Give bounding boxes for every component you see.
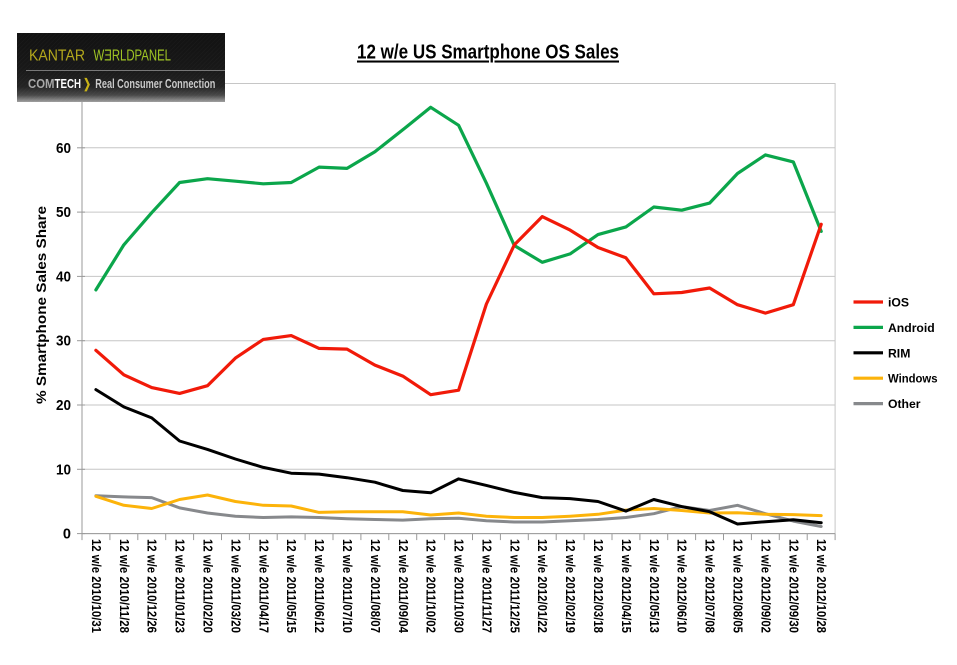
svg-text:WƎRLDPANEL: WƎRLDPANEL — [94, 48, 172, 65]
svg-text:50: 50 — [56, 205, 71, 221]
svg-text:12 w/e 2012/02/19: 12 w/e 2012/02/19 — [563, 539, 578, 633]
svg-text:30: 30 — [56, 334, 71, 350]
svg-text:TECH: TECH — [55, 77, 82, 91]
svg-text:Real Consumer Connection: Real Consumer Connection — [95, 77, 215, 91]
svg-text:12 w/e 2011/09/04: 12 w/e 2011/09/04 — [396, 539, 411, 634]
svg-text:12 w/e 2012/03/18: 12 w/e 2012/03/18 — [591, 539, 606, 633]
svg-text:12 w/e 2012/01/22: 12 w/e 2012/01/22 — [535, 539, 550, 633]
svg-text:12 w/e 2011/05/15: 12 w/e 2011/05/15 — [284, 539, 299, 633]
svg-text:iOS: iOS — [888, 296, 909, 310]
svg-text:12 w/e 2011/10/02: 12 w/e 2011/10/02 — [424, 539, 439, 633]
svg-text:12 w/e 2011/07/10: 12 w/e 2011/07/10 — [340, 539, 355, 633]
svg-text:12 w/e 2011/06/12: 12 w/e 2011/06/12 — [312, 539, 327, 633]
svg-text:% Smartphone Sales Share: % Smartphone Sales Share — [33, 206, 49, 404]
svg-text:12 w/e 2012/10/28: 12 w/e 2012/10/28 — [814, 539, 829, 633]
svg-text:12 w/e 2010/10/31: 12 w/e 2010/10/31 — [89, 539, 104, 633]
svg-text:10: 10 — [56, 462, 71, 478]
svg-text:Other: Other — [888, 397, 921, 411]
svg-text:12 w/e 2010/11/28: 12 w/e 2010/11/28 — [117, 539, 132, 633]
svg-text:12 w/e 2012/09/30: 12 w/e 2012/09/30 — [786, 539, 801, 633]
svg-text:20: 20 — [56, 398, 71, 414]
svg-text:12 w/e 2011/01/23: 12 w/e 2011/01/23 — [173, 539, 188, 633]
svg-text:KANTAR: KANTAR — [29, 48, 85, 65]
svg-text:Android: Android — [888, 321, 935, 335]
svg-text:12 w/e 2012/09/02: 12 w/e 2012/09/02 — [758, 539, 773, 633]
svg-text:12 w/e 2011/08/07: 12 w/e 2011/08/07 — [368, 539, 383, 633]
svg-text:40: 40 — [56, 269, 71, 285]
svg-text:12 w/e 2012/06/10: 12 w/e 2012/06/10 — [675, 539, 690, 633]
svg-text:RIM: RIM — [888, 346, 910, 360]
svg-text:12 w/e 2012/08/05: 12 w/e 2012/08/05 — [731, 539, 746, 633]
svg-text:12 w/e US Smartphone OS Sales: 12 w/e US Smartphone OS Sales — [357, 41, 619, 64]
svg-text:12 w/e 2011/12/25: 12 w/e 2011/12/25 — [507, 539, 522, 633]
svg-text:12 w/e 2012/07/08: 12 w/e 2012/07/08 — [703, 539, 718, 633]
svg-text:12 w/e 2012/04/15: 12 w/e 2012/04/15 — [619, 539, 634, 633]
svg-text:12 w/e 2011/11/27: 12 w/e 2011/11/27 — [479, 539, 494, 633]
svg-text:❯: ❯ — [83, 76, 91, 92]
svg-text:60: 60 — [56, 141, 71, 157]
svg-text:12 w/e 2010/12/26: 12 w/e 2010/12/26 — [145, 539, 160, 633]
svg-text:COM: COM — [28, 77, 55, 91]
svg-text:12 w/e 2011/10/30: 12 w/e 2011/10/30 — [452, 539, 467, 633]
svg-text:12 w/e 2011/03/20: 12 w/e 2011/03/20 — [228, 539, 243, 633]
svg-text:12 w/e 2011/04/17: 12 w/e 2011/04/17 — [256, 539, 271, 633]
svg-text:12 w/e 2011/02/20: 12 w/e 2011/02/20 — [201, 539, 216, 633]
svg-text:12 w/e 2012/05/13: 12 w/e 2012/05/13 — [647, 539, 662, 633]
svg-text:0: 0 — [63, 527, 71, 543]
svg-text:Windows: Windows — [888, 372, 938, 386]
